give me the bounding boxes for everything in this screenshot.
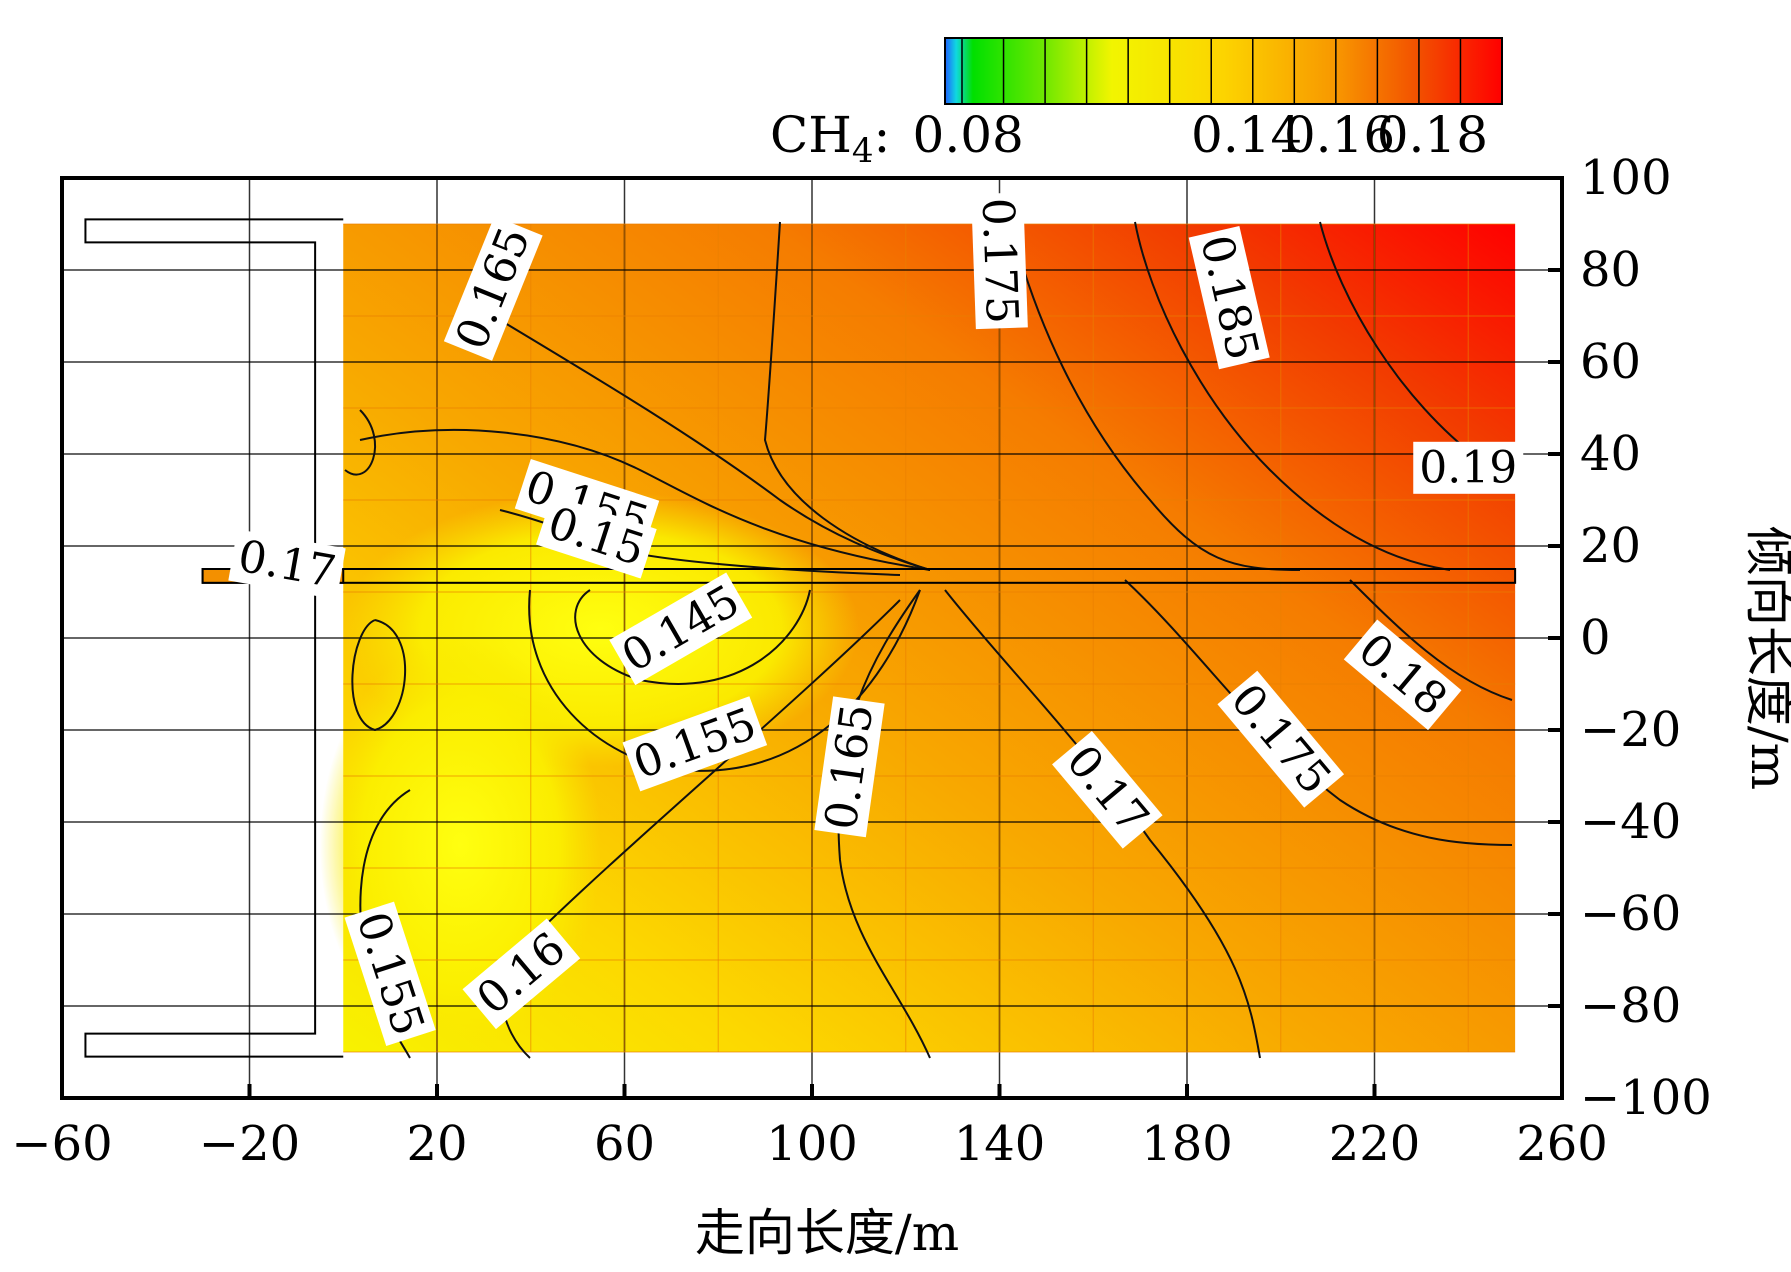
contour-line	[1124, 579, 1513, 846]
contour-line	[1349, 579, 1513, 701]
contour-label-box	[971, 192, 1028, 330]
colorbar-label-sub: 4	[852, 131, 874, 171]
contour-label-text: 0.175	[972, 197, 1027, 325]
x-tick-labels: −60 −20 20 60 100 140 180 220 260	[11, 1116, 1607, 1172]
contour-line	[351, 619, 406, 732]
x-tick-label: 100	[766, 1116, 858, 1172]
roadway-band	[201, 568, 1517, 584]
contour-line	[837, 589, 931, 1059]
contour-label-box	[1217, 670, 1345, 808]
colorbar-tick-label: 0.08	[913, 106, 1024, 164]
x-tick-label: 60	[594, 1116, 655, 1172]
colorbar-label-suffix: :	[874, 106, 891, 164]
x-tick-label: 180	[1141, 1116, 1233, 1172]
colorbar-label: CH4:	[770, 106, 890, 171]
contour-label-box	[1052, 730, 1163, 849]
x-tick-label: 20	[406, 1116, 467, 1172]
y-tick-label: −60	[1580, 886, 1681, 942]
roadway-outline-path	[84, 218, 344, 1058]
contour-label-box	[814, 696, 885, 838]
contour-line	[1134, 221, 1451, 571]
y-tick-label: 0	[1580, 610, 1611, 666]
contour-label-text: 0.19	[1419, 442, 1517, 493]
axis-ticks	[60, 176, 1564, 1100]
colorbar-tick-label: 0.14	[1191, 106, 1302, 164]
contour-line	[1009, 221, 1301, 571]
contour-label-box	[622, 696, 768, 792]
y-tick-label: 20	[1580, 518, 1641, 574]
x-tick-label: 220	[1329, 1116, 1421, 1172]
contour-line	[499, 319, 931, 571]
y-tick-label: 40	[1580, 426, 1641, 482]
contour-label-box	[462, 918, 581, 1030]
colorbar-dividers	[961, 38, 1462, 104]
contour-line	[574, 589, 811, 685]
x-tick-label: −20	[199, 1116, 300, 1172]
contour-label-box	[228, 529, 346, 600]
contour-label-box	[443, 216, 543, 361]
contour-label: 0.175	[971, 192, 1028, 330]
x-axis-label: 走向长度/m	[695, 1204, 959, 1262]
y-tick-label: −20	[1580, 702, 1681, 758]
colorbar-label-main: CH	[770, 106, 852, 164]
contour-lines	[344, 221, 1513, 1059]
contour-line	[763, 221, 931, 571]
colorbar: CH4: 0.08 0.140.160.18	[770, 37, 1503, 171]
contour-label-box	[1188, 225, 1270, 370]
working-face-band	[201, 568, 1517, 584]
contour-label-box	[609, 572, 753, 686]
contour-line	[1319, 221, 1481, 461]
y-axis-label: 倾向长度/m	[1740, 526, 1791, 790]
contour-label-box	[1343, 619, 1462, 731]
y-tick-label: −40	[1580, 794, 1681, 850]
x-tick-label: 140	[954, 1116, 1046, 1172]
colorbar-gradient	[944, 37, 1503, 105]
y-tick-label: 80	[1580, 242, 1641, 298]
y-tick-label: 100	[1580, 150, 1672, 206]
colorbar-tick-label: 0.16	[1284, 106, 1395, 164]
contour-line	[944, 589, 1261, 1059]
roadway-outline	[84, 218, 344, 1058]
colorbar-tick-label: 0.18	[1377, 106, 1488, 164]
y-tick-label: −100	[1580, 1070, 1712, 1126]
x-tick-label: −60	[11, 1116, 112, 1172]
y-tick-label: −80	[1580, 978, 1681, 1034]
y-tick-labels: 100 80 60 40 20 0 −20 −40 −60 −80 −100	[1580, 150, 1712, 1126]
contour-label-box	[536, 495, 657, 579]
y-tick-label: 60	[1580, 334, 1641, 390]
contour-label-box	[344, 901, 436, 1047]
contour-line	[344, 409, 376, 476]
x-tick-label: 260	[1516, 1116, 1608, 1172]
contour-line	[359, 429, 931, 571]
colorbar-tick-labels: 0.08 0.140.160.18	[913, 106, 1488, 164]
contour-label: 0.19	[1413, 441, 1524, 494]
contour-label-box	[1413, 441, 1524, 494]
